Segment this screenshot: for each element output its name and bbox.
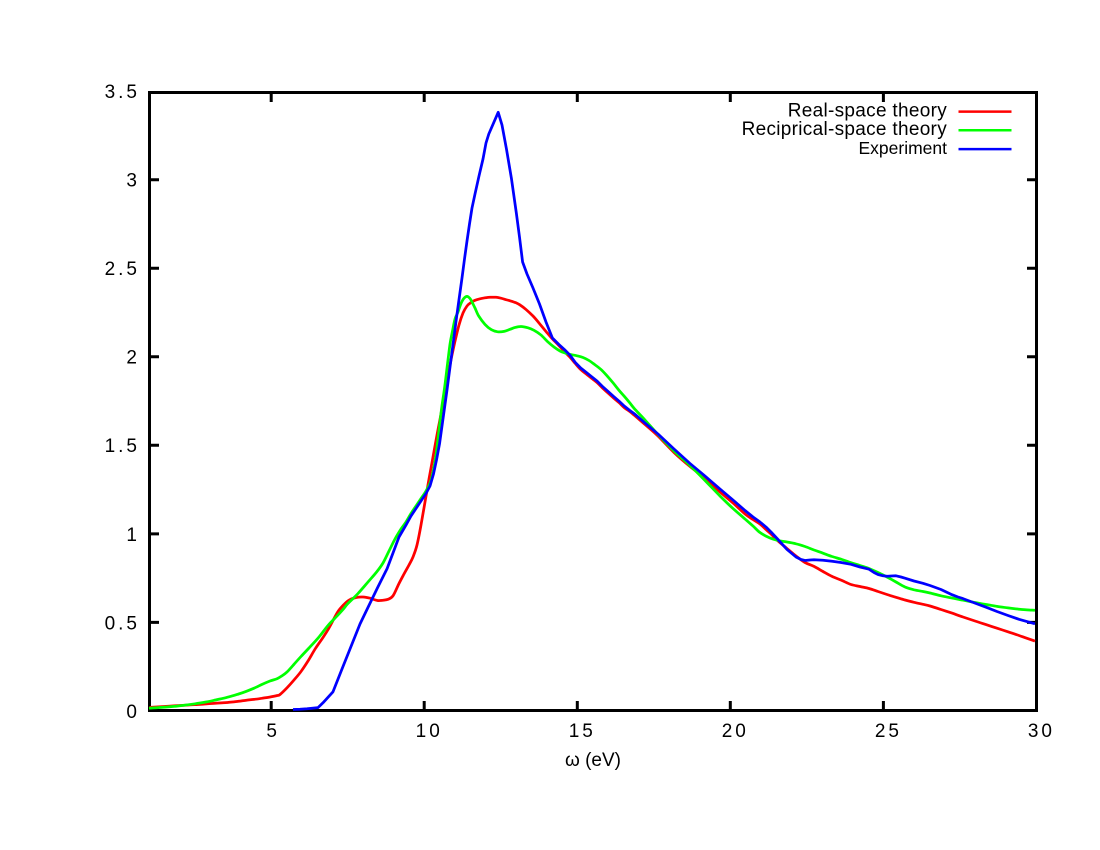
svg-text:5: 5 bbox=[266, 721, 280, 742]
svg-text:10: 10 bbox=[416, 721, 443, 742]
svg-text:Experiment: Experiment bbox=[858, 138, 947, 158]
svg-text:20: 20 bbox=[722, 721, 749, 742]
svg-text:15: 15 bbox=[569, 721, 596, 742]
svg-text:ω (eV): ω (eV) bbox=[565, 750, 621, 771]
svg-text:25: 25 bbox=[875, 721, 902, 742]
svg-text:1: 1 bbox=[126, 525, 140, 546]
svg-text:2.5: 2.5 bbox=[105, 259, 140, 280]
svg-text:2: 2 bbox=[126, 348, 140, 369]
svg-text:0.5: 0.5 bbox=[105, 613, 140, 634]
svg-text:3: 3 bbox=[126, 171, 140, 192]
svg-text:30: 30 bbox=[1028, 721, 1055, 742]
svg-text:1.5: 1.5 bbox=[105, 436, 140, 457]
svg-text:Reciprical-space theory: Reciprical-space theory bbox=[742, 119, 948, 140]
svg-text:0: 0 bbox=[126, 702, 140, 723]
svg-text:Real-space theory: Real-space theory bbox=[788, 101, 947, 122]
svg-text:3.5: 3.5 bbox=[105, 82, 140, 103]
